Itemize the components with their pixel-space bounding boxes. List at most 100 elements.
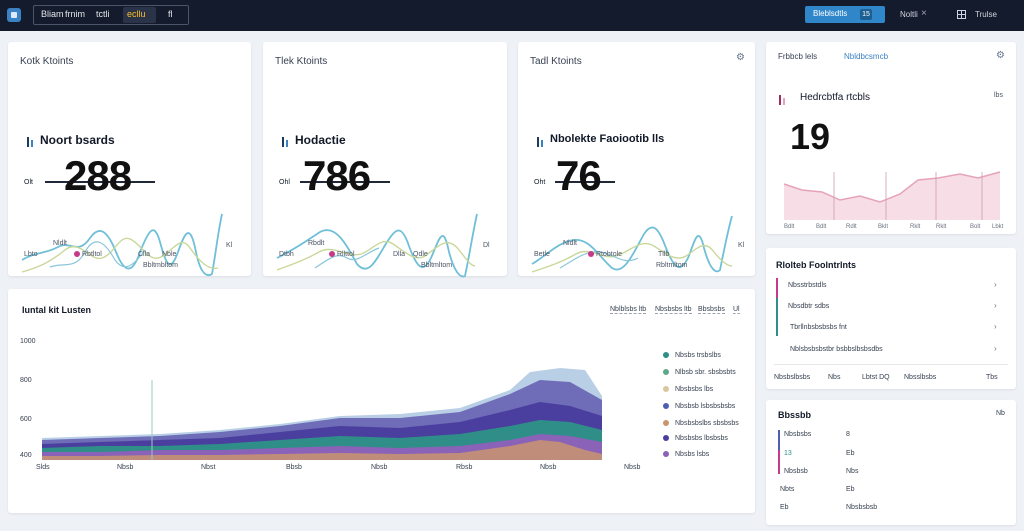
stat-label: Eb: [780, 504, 789, 511]
foot-corner-label: Kl: [738, 242, 745, 249]
card-title-link[interactable]: Nbldbcsmcb: [844, 52, 889, 61]
app-logo-icon[interactable]: [7, 8, 21, 22]
nav-item-active[interactable]: ecllu: [123, 7, 156, 23]
legend-dot: [663, 352, 669, 359]
x-tick: Nbst: [201, 464, 216, 471]
area-layer: [42, 440, 602, 460]
foot-left-label: Lbto: [24, 251, 38, 258]
user-menu[interactable]: Noltli: [900, 10, 918, 19]
kpi-value: 19: [790, 116, 831, 157]
panel-corner-label: Nb: [996, 410, 1005, 417]
period-chip[interactable]: Ohl: [279, 179, 290, 186]
card-title: Tadl Ktoints: [530, 56, 582, 67]
x-tick: Rbsb: [456, 464, 473, 471]
target-line: [45, 181, 155, 183]
legend-label: Rtobtole: [596, 251, 623, 258]
list-item[interactable]: Tbrllnbsbsbsbs fnt: [790, 324, 847, 331]
metric-icon: [536, 134, 544, 152]
x-tick: Nbsb: [371, 464, 388, 471]
list-item[interactable]: Nblsbsbsbstbr bsbbslbsbsdbs: [790, 346, 883, 353]
kpi-card: Tlek Ktoints Hodactie Ohl 786 Rbdlt Dtbh…: [263, 42, 507, 278]
list-marker: [776, 298, 778, 336]
nav-item-active-label: ecllu: [127, 9, 146, 19]
legend-dot: [663, 386, 669, 393]
legend-label: Nbsbs trsbslbs: [675, 352, 721, 359]
period-chip[interactable]: Oht: [534, 179, 546, 186]
axis-label: Bolt: [970, 224, 981, 230]
sparkline-series-c: [49, 241, 146, 268]
filter-dropdown[interactable]: Nbsbsbs ltb: [655, 306, 692, 314]
legend-item[interactable]: Nlbsb sbr. sbsbsbts: [663, 369, 736, 376]
list-marker: [776, 278, 778, 298]
legend-item[interactable]: Nbsbs lsbs: [663, 451, 709, 458]
axis-label: Lbkt: [992, 224, 1004, 230]
chevron-right-icon[interactable]: ›: [994, 280, 997, 289]
sparkline-series-b: [531, 242, 733, 273]
nav-item[interactable]: tctli: [96, 9, 110, 19]
legend-item[interactable]: Nbsbsbslbs sbsbsbs: [663, 420, 739, 427]
foot-corner-label: Kl: [226, 242, 233, 249]
chevron-right-icon[interactable]: ›: [994, 301, 997, 310]
legend-item[interactable]: Nbsbsb lsbsbsbsbs: [663, 403, 735, 410]
legend-entry: Dlla: [393, 251, 406, 258]
nav-item[interactable]: Bliam: [41, 9, 64, 19]
chevron-right-icon[interactable]: ›: [994, 344, 997, 353]
close-icon[interactable]: ×: [921, 8, 927, 19]
card-subtitle: Hedrcbtfa rtcbls: [800, 92, 871, 103]
chevron-right-icon[interactable]: ›: [994, 322, 997, 331]
foot-corner-label: Dl: [483, 242, 490, 249]
grid-icon[interactable]: [957, 10, 966, 19]
filter-dropdown[interactable]: Ul: [733, 306, 740, 314]
primary-action-button[interactable]: Bleblsdtls 15: [805, 6, 885, 23]
stat-label: Nbsbsb: [784, 468, 808, 475]
legend-entry: Rllttol: [329, 251, 355, 258]
primary-action-label: Bleblsdtls: [813, 9, 848, 18]
sparkline-chart: [276, 213, 478, 278]
legend-item[interactable]: Nbsbsbs lbsbsbs: [663, 435, 728, 442]
legend-item[interactable]: Nbsbsbs lbs: [663, 386, 713, 393]
sparkline-series-a: [531, 215, 733, 273]
footer-label: Lbtst DQ: [862, 374, 890, 381]
nav-item[interactable]: fl: [168, 9, 173, 19]
foot-top-label: Nldlt: [53, 240, 68, 247]
legend-dot: [663, 403, 669, 410]
filter-dropdown[interactable]: Bbsbsbs: [698, 306, 725, 314]
filter-dropdown[interactable]: Nblblsbs ltb: [610, 306, 647, 314]
y-tick: 600: [20, 416, 32, 423]
target-line: [300, 181, 390, 183]
kpi-value: 288: [64, 152, 132, 199]
card-subtitle: Hodactie: [295, 133, 346, 147]
sparkline-series-c: [314, 247, 380, 269]
metric-icon: [281, 134, 289, 152]
list-item[interactable]: Nbsdbtr sdbs: [788, 303, 830, 310]
legend-label: Nbsbsbs lbsbsbs: [675, 435, 728, 442]
help-link[interactable]: Trulse: [975, 10, 997, 19]
top-bar: Bliam frnim tctli ecllu fl Bleblsdtls 15…: [0, 0, 1024, 31]
stat-value: Nbsbsbsb: [846, 504, 878, 511]
axis-label: Rdlt: [846, 224, 857, 230]
metric-icon: [778, 92, 786, 110]
settings-gear-icon[interactable]: ⚙: [996, 50, 1005, 61]
footer-label: Nbs: [828, 374, 841, 381]
nav-item[interactable]: frnim: [65, 9, 85, 19]
list-item[interactable]: Nbsstrbstdls: [788, 282, 827, 289]
foot-top-label: Nldlt: [563, 240, 578, 247]
period-chip[interactable]: Olt: [24, 179, 33, 186]
legend-item[interactable]: Nbsbs trsbslbs: [663, 352, 721, 359]
foot-right-label: Bbltmltom: [421, 262, 453, 269]
stacked-area-chart: [42, 368, 602, 460]
settings-gear-icon[interactable]: ⚙: [736, 52, 745, 63]
legend-entry: Nble: [162, 251, 177, 258]
trend-card: Frbbcb lels Nbldbcsmcb ⚙ Hedrcbtfa rtcbl…: [766, 42, 1016, 234]
sparkline-series-b: [21, 237, 219, 273]
panel-title: Bbssbb: [778, 410, 812, 420]
card-title: Frbbcb lels: [778, 52, 818, 61]
axis-label: Rklt: [910, 224, 921, 230]
axis-label: Rklt: [936, 224, 947, 230]
legend-entry: Rtobtole: [588, 251, 622, 258]
sparkline-chart: [21, 213, 223, 276]
x-tick: Nbsb: [624, 464, 641, 471]
primary-action-badge: 15: [860, 9, 872, 20]
foot-left-label: Dtbh: [279, 251, 294, 258]
axis-labels: Bdlt Bdlt Rdlt Bklt Rklt Rklt Bolt Lbkt: [766, 224, 1016, 234]
